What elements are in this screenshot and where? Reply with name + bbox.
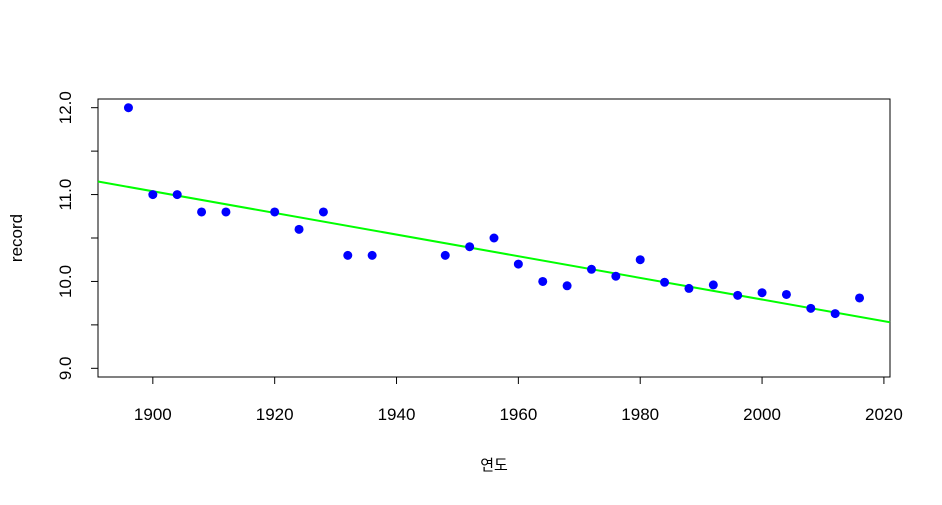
x-axis-label: 연도 (480, 457, 508, 474)
data-point (538, 276, 548, 286)
data-point (148, 190, 158, 200)
y-tick-label: 12.0 (56, 91, 75, 124)
data-point (221, 207, 231, 217)
x-tick-label: 2020 (865, 405, 903, 424)
data-point (513, 259, 523, 269)
data-point (611, 271, 621, 281)
y-tick-label: 10.0 (56, 265, 75, 298)
data-point (562, 281, 572, 291)
data-point (806, 303, 816, 313)
y-tick-label: 11.0 (56, 179, 75, 211)
data-point (635, 255, 645, 265)
y-tick-label: 9.0 (56, 356, 75, 380)
data-point (440, 250, 450, 260)
data-point (855, 293, 865, 303)
x-tick-label: 1980 (621, 405, 659, 424)
data-point (465, 242, 475, 252)
data-point (172, 190, 182, 200)
x-axis: 1900 1920 1940 1960 1980 2000 2020 (134, 376, 903, 424)
x-tick-label: 2000 (743, 405, 781, 424)
data-point (684, 283, 694, 293)
data-point (489, 233, 499, 243)
data-point (830, 309, 840, 319)
data-point (781, 289, 791, 299)
y-axis: 9.0 10.0 11.0 12.0 (56, 91, 99, 380)
data-point (708, 280, 718, 290)
data-point (733, 290, 743, 300)
x-tick-label: 1940 (378, 405, 416, 424)
data-point (270, 207, 280, 217)
data-point (343, 250, 353, 260)
data-point (123, 103, 133, 113)
regression-line (97, 180, 891, 324)
x-tick-label: 1900 (134, 405, 172, 424)
data-points (123, 103, 865, 319)
data-point (197, 207, 207, 217)
data-point (757, 288, 767, 298)
data-point (586, 264, 596, 274)
data-point (294, 224, 304, 234)
x-tick-label: 1960 (499, 405, 537, 424)
x-tick-label: 1920 (256, 405, 294, 424)
data-point (367, 250, 377, 260)
y-axis-label: record (7, 214, 26, 262)
data-point (660, 277, 670, 287)
data-point (318, 207, 328, 217)
